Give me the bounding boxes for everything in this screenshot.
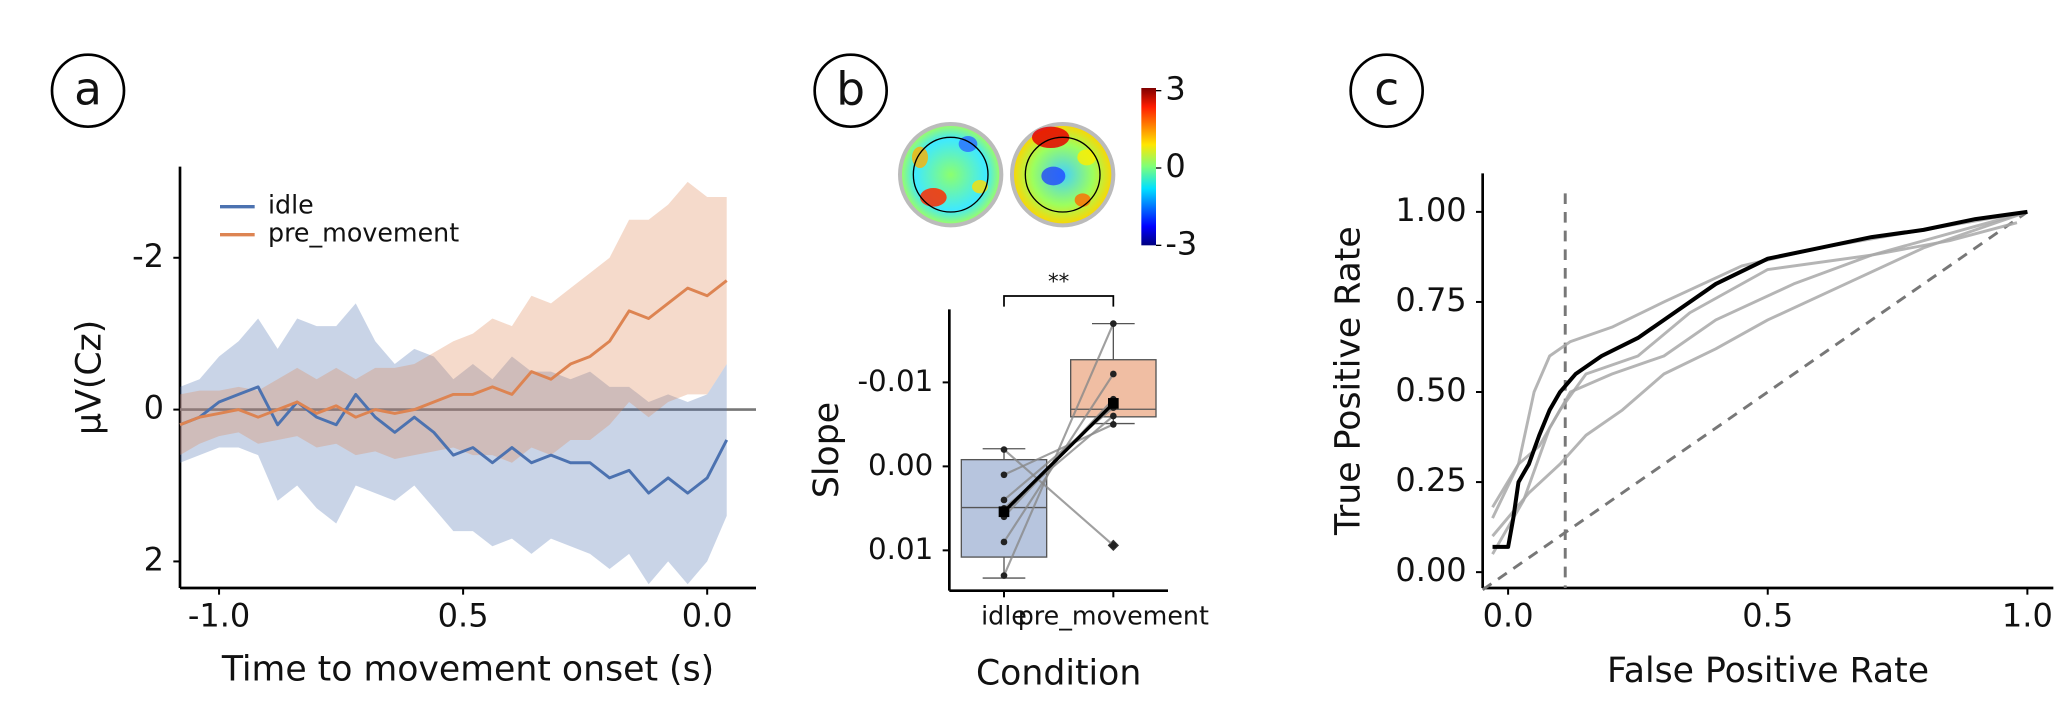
panel-label: b: [836, 63, 865, 116]
y-tick-label: -2: [132, 237, 164, 275]
panel-badge: [813, 53, 888, 128]
y-tick-label: 1.00: [1395, 191, 1466, 229]
subject-point: [1000, 572, 1008, 579]
series-line: [1491, 210, 2028, 555]
mean-marker: [998, 506, 1010, 518]
subject-point: [1110, 320, 1117, 327]
confidence-band: [180, 181, 727, 463]
topomap-pre-movement: [1009, 122, 1116, 228]
legend-label: idle: [268, 190, 314, 220]
mean-marker: [1108, 398, 1119, 409]
y-tick-label: 0.01: [868, 532, 933, 566]
panel-badge: [1349, 53, 1424, 128]
series-line: [179, 279, 728, 427]
mean-line: [1002, 402, 1115, 513]
x-tick-label: 0.0: [682, 596, 733, 634]
y-tick-label: 0: [144, 389, 164, 427]
y-tick-label: 0.25: [1395, 461, 1466, 499]
panel-label: c: [1374, 63, 1399, 116]
subject-point: [1000, 471, 1008, 479]
x-tick-label: -1.0: [188, 596, 250, 634]
colorbar: [1141, 88, 1156, 246]
subject-line: [1003, 448, 1115, 547]
subject-point: [1110, 421, 1117, 428]
colorbar-tick-label: -3: [1165, 224, 1197, 262]
y-axis-label: True Positive Rate: [1328, 226, 1368, 536]
colorbar-tick-label: 0: [1165, 147, 1185, 185]
y-axis-label: µV(Cz): [70, 320, 110, 435]
subject-point: [1110, 370, 1117, 378]
x-axis-label: False Positive Rate: [1607, 651, 1929, 691]
x-tick-label: 0.5: [438, 596, 489, 634]
topomap-idle: [898, 122, 1004, 228]
x-tick-label: 0.5: [1742, 596, 1793, 634]
confidence-band: [180, 303, 727, 585]
subject-point: [1000, 496, 1008, 504]
significance-bracket: [1003, 295, 1115, 307]
y-axis-label: Slope: [807, 402, 847, 498]
x-axis-label: Condition: [976, 654, 1141, 694]
subject-line: [1003, 423, 1114, 476]
x-tick-label: 0.0: [1483, 596, 1534, 634]
y-tick-label: 0.75: [1395, 281, 1466, 319]
subject-point: [1000, 446, 1008, 453]
significance-label: **: [1048, 270, 1070, 295]
panel-badge: [50, 53, 126, 128]
series-line: [1491, 210, 2028, 519]
subject-point: [1110, 541, 1117, 549]
y-tick-label: 0.00: [1395, 551, 1466, 589]
y-tick-label: 0.00: [868, 448, 933, 482]
series-line: [1492, 209, 2028, 549]
colorbar-tick-label: 3: [1165, 70, 1185, 108]
x-tick-label: idle: [981, 600, 1027, 630]
x-tick-label: pre_movement: [1018, 600, 1209, 630]
y-tick-label: -0.01: [857, 364, 933, 398]
y-tick-label: 2: [144, 540, 164, 578]
series-line: [1491, 210, 2028, 538]
y-tick-label: 0.50: [1395, 371, 1466, 409]
x-tick-label: 1.0: [2002, 596, 2053, 634]
panel-label: a: [74, 63, 102, 116]
subject-point: [1110, 412, 1117, 420]
subject-point: [1000, 538, 1008, 546]
legend-label: pre_movement: [268, 218, 459, 248]
x-axis-label: Time to movement onset (s): [221, 650, 714, 690]
